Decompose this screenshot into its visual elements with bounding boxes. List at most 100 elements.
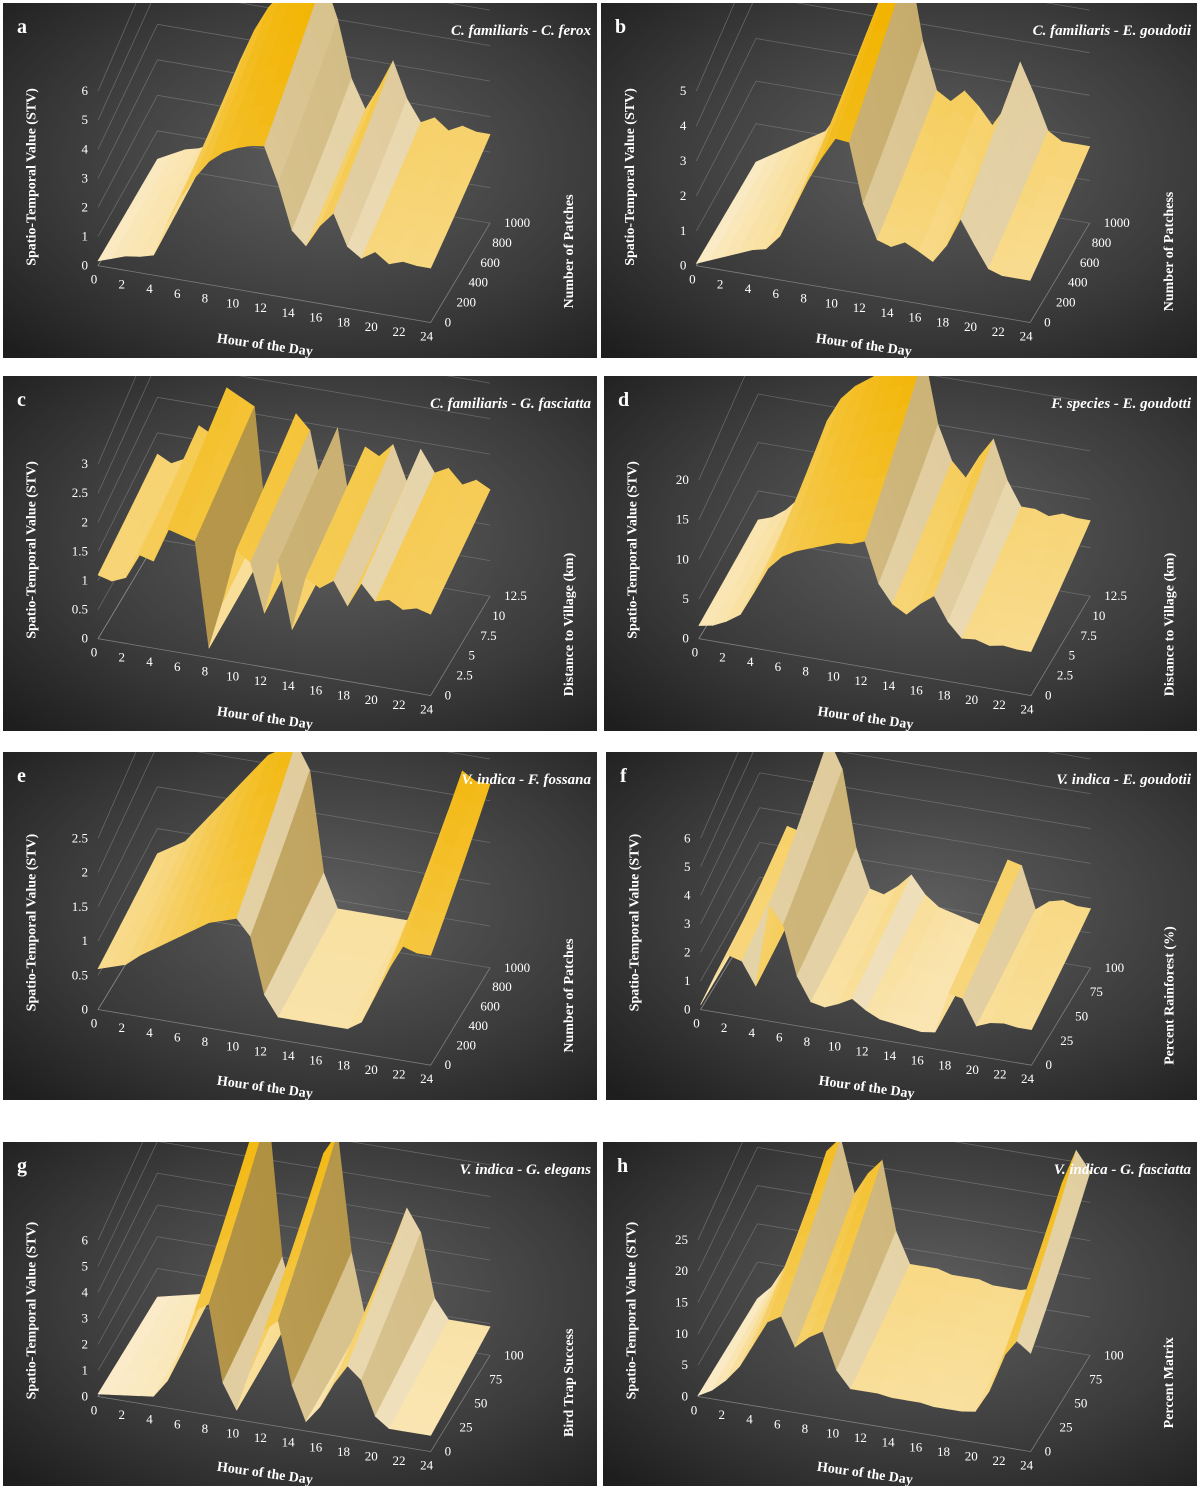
y-tick-label: 3	[684, 916, 691, 931]
z-tick-label: 25	[1060, 1033, 1073, 1048]
x-tick-label: 14	[282, 1048, 296, 1063]
x-tick-label: 18	[337, 314, 350, 329]
z-tick-label: 2.5	[1057, 668, 1073, 683]
x-tick-label: 24	[1020, 1458, 1033, 1473]
y-tick-label: 10	[676, 551, 689, 566]
y-tick-label: 1.5	[72, 899, 88, 914]
panel-letter: a	[17, 16, 27, 38]
x-tick-label: 0	[91, 1016, 98, 1031]
x-tick-label: 24	[420, 702, 434, 717]
x-tick-label: 18	[937, 1444, 950, 1459]
z-tick-label: 0	[1045, 1444, 1052, 1459]
y-tick-label: 0	[684, 1002, 691, 1017]
panel-letter: b	[615, 16, 626, 38]
x-tick-label: 10	[828, 1039, 841, 1054]
x-tick-label: 2	[119, 276, 126, 291]
x-tick-label: 14	[282, 678, 296, 693]
x-tick-label: 6	[174, 1416, 181, 1431]
y-tick-label: 5	[682, 1357, 689, 1372]
x-tick-label: 22	[392, 697, 405, 712]
y-tick-label: 2.5	[72, 485, 88, 500]
x-tick-label: 12	[254, 300, 267, 315]
surface-chart-svg: 0 2 4 6 8 10 12 14 16 18 20 22 240510152025025507510…	[603, 1142, 1197, 1486]
z-tick-label: 12.5	[504, 588, 527, 603]
x-tick-label: 0	[692, 645, 699, 660]
y-tick-label: 10	[675, 1326, 688, 1341]
z-tick-label: 5	[1069, 648, 1076, 663]
x-tick-label: 4	[748, 1025, 755, 1040]
z-axis-title: Percent Rainforest (%)	[1162, 926, 1177, 1065]
x-tick-label: 4	[746, 1412, 753, 1427]
panel-title: V. indica - F. fossana	[462, 772, 592, 788]
z-tick-label: 50	[474, 1395, 487, 1410]
panel-title: C. familiaris - C. ferox	[451, 23, 592, 39]
y-tick-label: 15	[676, 512, 689, 527]
x-tick-label: 24	[420, 1071, 434, 1086]
x-tick-label: 22	[992, 324, 1005, 339]
x-tick-label: 2	[717, 276, 724, 291]
z-axis-title: Number of Patches	[562, 938, 577, 1053]
surface-chart-svg: 0 2 4 6 8 10 12 14 16 18 20 22 240510152002.557.5101…	[604, 376, 1197, 731]
z-tick-label: 600	[1080, 255, 1100, 270]
y-axis-title: Spatio-Temporal Value (STV)	[25, 1221, 40, 1399]
z-tick-label: 0	[445, 1444, 452, 1459]
x-tick-label: 6	[174, 659, 181, 674]
x-tick-label: 12	[854, 1430, 867, 1445]
x-tick-label: 12	[254, 673, 267, 688]
z-tick-label: 50	[1074, 1395, 1087, 1410]
x-tick-label: 4	[747, 654, 754, 669]
y-tick-label: 2	[82, 865, 89, 880]
x-tick-label: 6	[775, 659, 782, 674]
x-tick-label: 22	[392, 1067, 405, 1082]
surface-cell	[1015, 261, 1039, 281]
z-axis-title: Distance to Village (km)	[1162, 552, 1177, 696]
y-tick-label: 2	[684, 944, 691, 959]
surface-cell	[1017, 1012, 1040, 1031]
y-tick-label: 4	[684, 887, 691, 902]
x-tick-label: 4	[146, 1025, 153, 1040]
z-tick-label: 75	[489, 1371, 502, 1386]
x-tick-label: 10	[825, 295, 838, 310]
y-tick-label: 4	[82, 1284, 89, 1299]
y-tick-label: 1	[82, 933, 89, 948]
z-tick-label: 2.5	[457, 668, 473, 683]
x-tick-label: 20	[966, 1062, 979, 1077]
x-tick-label: 16	[309, 683, 323, 698]
surface-cell	[416, 1419, 439, 1436]
y-tick-label: 2	[82, 514, 89, 529]
x-tick-label: 8	[202, 664, 209, 679]
y-tick-label: 3	[82, 456, 89, 471]
chart-panel-e: 0 2 4 6 8 10 12 14 16 18 20 22 24 0 0.5 1 1.5 2 2.5 0 200 400…	[3, 752, 597, 1100]
x-tick-label: 20	[365, 319, 378, 334]
y-axis-title: Spatio-Temporal Value (STV)	[623, 88, 638, 266]
surface-mesh	[697, 1142, 1091, 1412]
x-tick-label: 12	[853, 300, 866, 315]
x-tick-label: 16	[909, 1439, 923, 1454]
y-tick-label: 5	[684, 859, 691, 874]
y-axis-title: Spatio-Temporal Value (STV)	[626, 461, 641, 639]
z-tick-label: 7.5	[480, 628, 496, 643]
x-tick-label: 10	[226, 1039, 239, 1054]
z-tick-label: 25	[460, 1420, 473, 1435]
z-tick-label: 10	[492, 608, 505, 623]
z-tick-label: 0	[445, 1057, 452, 1072]
chart-panel-f: 0 2 4 6 8 10 12 14 16 18 20 22 24 0 1 2 3 4 5 6 0 25 50 75 100 Ho…	[606, 752, 1197, 1100]
x-tick-label: 0	[689, 272, 696, 287]
z-tick-label: 0	[1046, 1057, 1053, 1072]
x-tick-label: 4	[146, 1412, 153, 1427]
x-tick-label: 20	[964, 319, 977, 334]
panel-title: F. species - E. goudotti	[1050, 396, 1192, 412]
surface-chart-svg: 0 2 4 6 8 10 12 14 16 18 20 22 240123456020040060080…	[3, 3, 597, 358]
y-axis-title: Spatio-Temporal Value (STV)	[25, 461, 40, 639]
z-tick-label: 600	[480, 255, 500, 270]
x-tick-label: 18	[337, 1057, 350, 1072]
x-tick-label: 22	[392, 324, 405, 339]
y-tick-label: 0	[682, 1389, 689, 1404]
y-tick-label: 20	[676, 472, 689, 487]
x-tick-label: 10	[226, 668, 239, 683]
y-tick-label: 5	[82, 1258, 89, 1273]
x-tick-label: 16	[908, 310, 922, 325]
y-tick-label: 0	[82, 1002, 89, 1017]
panel-title: V. indica - E. goudotii	[1056, 772, 1192, 788]
x-tick-label: 8	[202, 1421, 209, 1436]
